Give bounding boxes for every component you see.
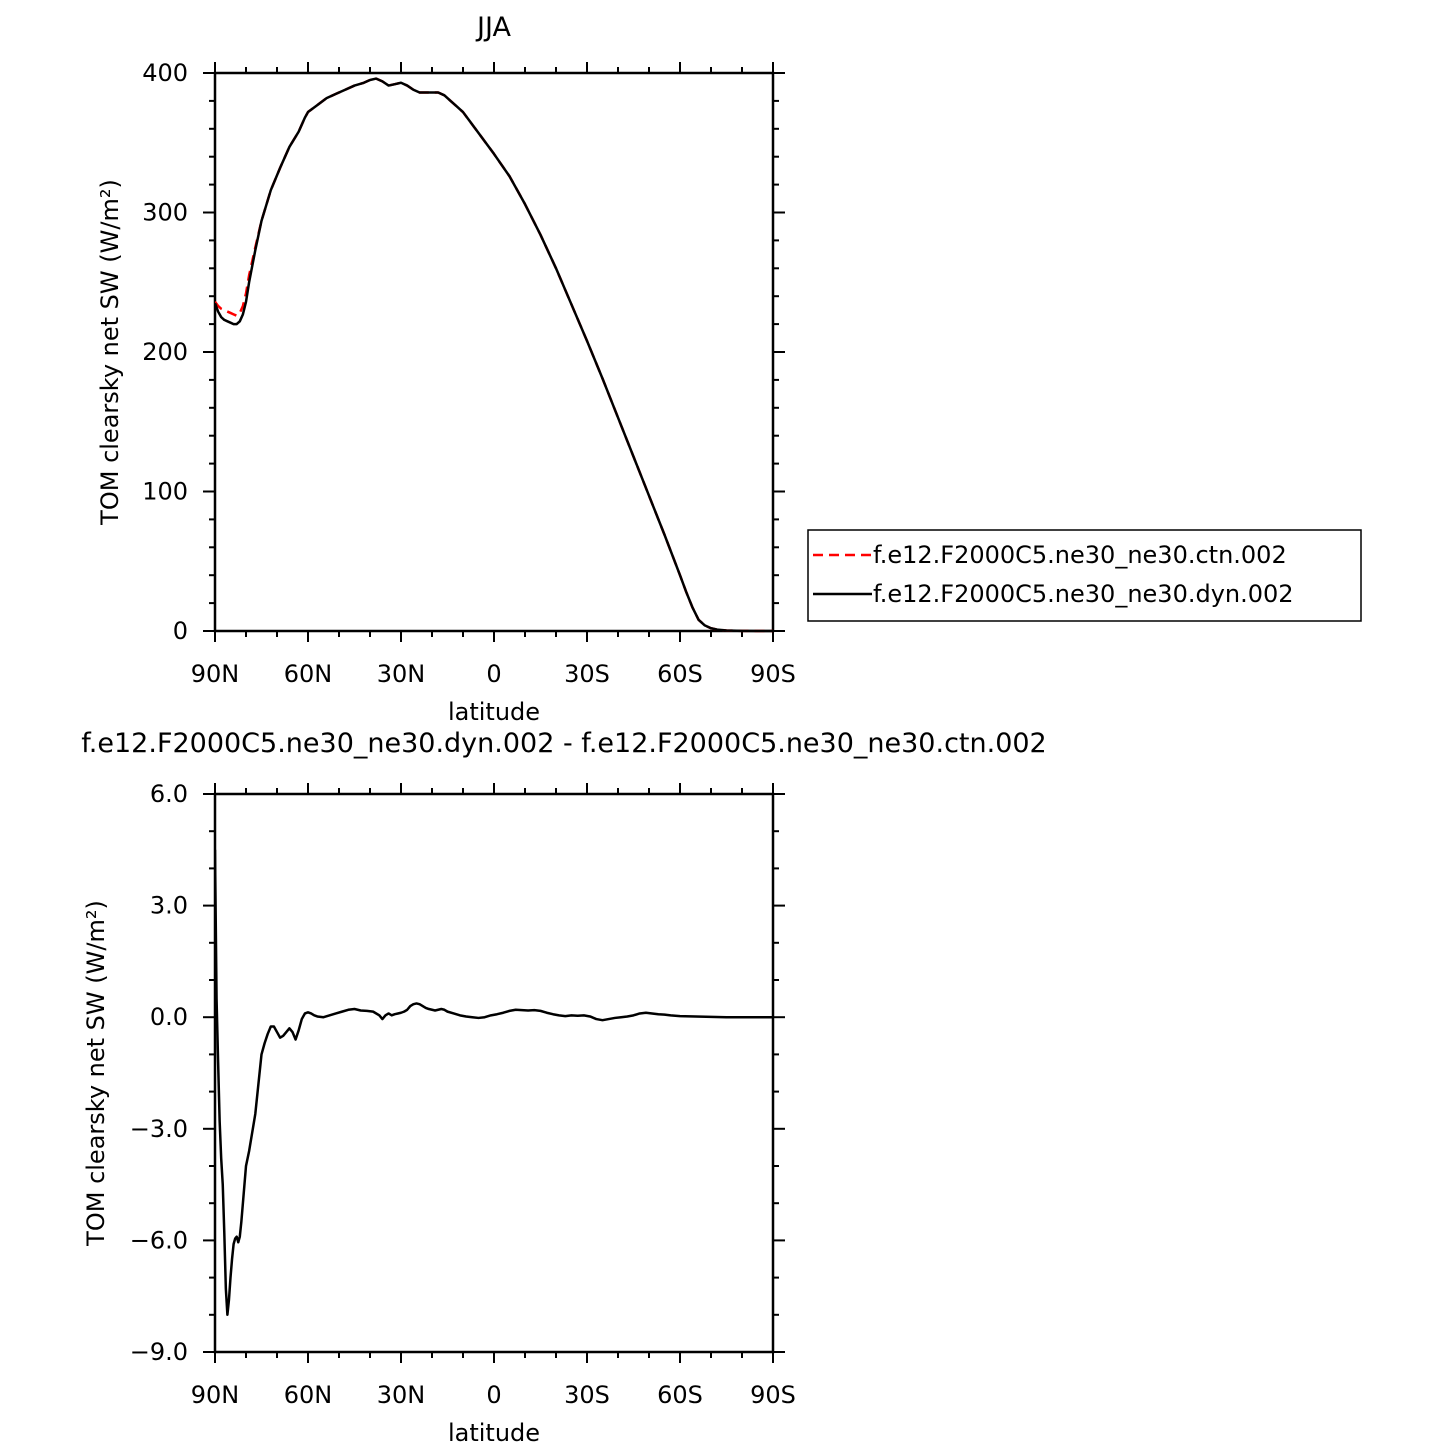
x-axis-title: latitude [448, 698, 540, 726]
y-axis-title: TOM clearsky net SW (W/m²) [82, 900, 110, 1247]
series-line-1 [215, 849, 773, 1317]
series-line-1 [215, 77, 773, 633]
y-tick-label: 0 [173, 617, 188, 645]
legend: f.e12.F2000C5.ne30_ne30.ctn.002 f.e12.F20… [807, 529, 1362, 622]
series-line-2 [215, 77, 773, 633]
y-tick-label: 0.0 [150, 1003, 188, 1031]
x-tick-label: 90S [750, 660, 796, 688]
y-tick-label: 300 [142, 199, 188, 227]
x-tick-label: 90S [750, 1381, 796, 1409]
x-tick-label: 60N [284, 660, 333, 688]
x-tick-label: 90N [191, 660, 240, 688]
y-tick-label: −6.0 [130, 1226, 188, 1254]
legend-label-1: f.e12.F2000C5.ne30_ne30.ctn.002 [873, 541, 1287, 569]
y-tick-label: 200 [142, 338, 188, 366]
x-tick-label: 0 [486, 660, 501, 688]
x-tick-label: 30N [377, 660, 426, 688]
y-tick-label: 6.0 [150, 780, 188, 808]
y-axis-title: TOM clearsky net SW (W/m²) [96, 179, 124, 526]
y-tick-label: −9.0 [130, 1338, 188, 1366]
y-tick-label: 100 [142, 478, 188, 506]
y-tick-label: −3.0 [130, 1115, 188, 1143]
bottom-panel: f.e12.F2000C5.ne30_ne30.dyn.002 - f.e12.… [81, 728, 1046, 1447]
x-tick-label: 30N [377, 1381, 426, 1409]
plot-frame [213, 71, 775, 633]
x-axis-title: latitude [448, 1419, 540, 1447]
x-tick-label: 60S [657, 660, 703, 688]
plot-frame [213, 792, 775, 1354]
legend-label-2: f.e12.F2000C5.ne30_ne30.dyn.002 [873, 580, 1294, 608]
x-tick-label: 60N [284, 1381, 333, 1409]
y-tick-label: 400 [142, 59, 188, 87]
plot-title: f.e12.F2000C5.ne30_ne30.dyn.002 - f.e12.… [81, 728, 1046, 759]
x-tick-label: 30S [564, 1381, 610, 1409]
top-panel: JJA 90N 60N 30N 0 30S 60S 90S 0 100 200 300 400 latit… [96, 12, 796, 726]
plot-title: JJA [475, 12, 511, 43]
y-tick-label: 3.0 [150, 892, 188, 920]
x-tick-label: 60S [657, 1381, 703, 1409]
x-tick-label: 30S [564, 660, 610, 688]
legend-box [807, 529, 1362, 622]
x-tick-label: 0 [486, 1381, 501, 1409]
x-tick-label: 90N [191, 1381, 240, 1409]
